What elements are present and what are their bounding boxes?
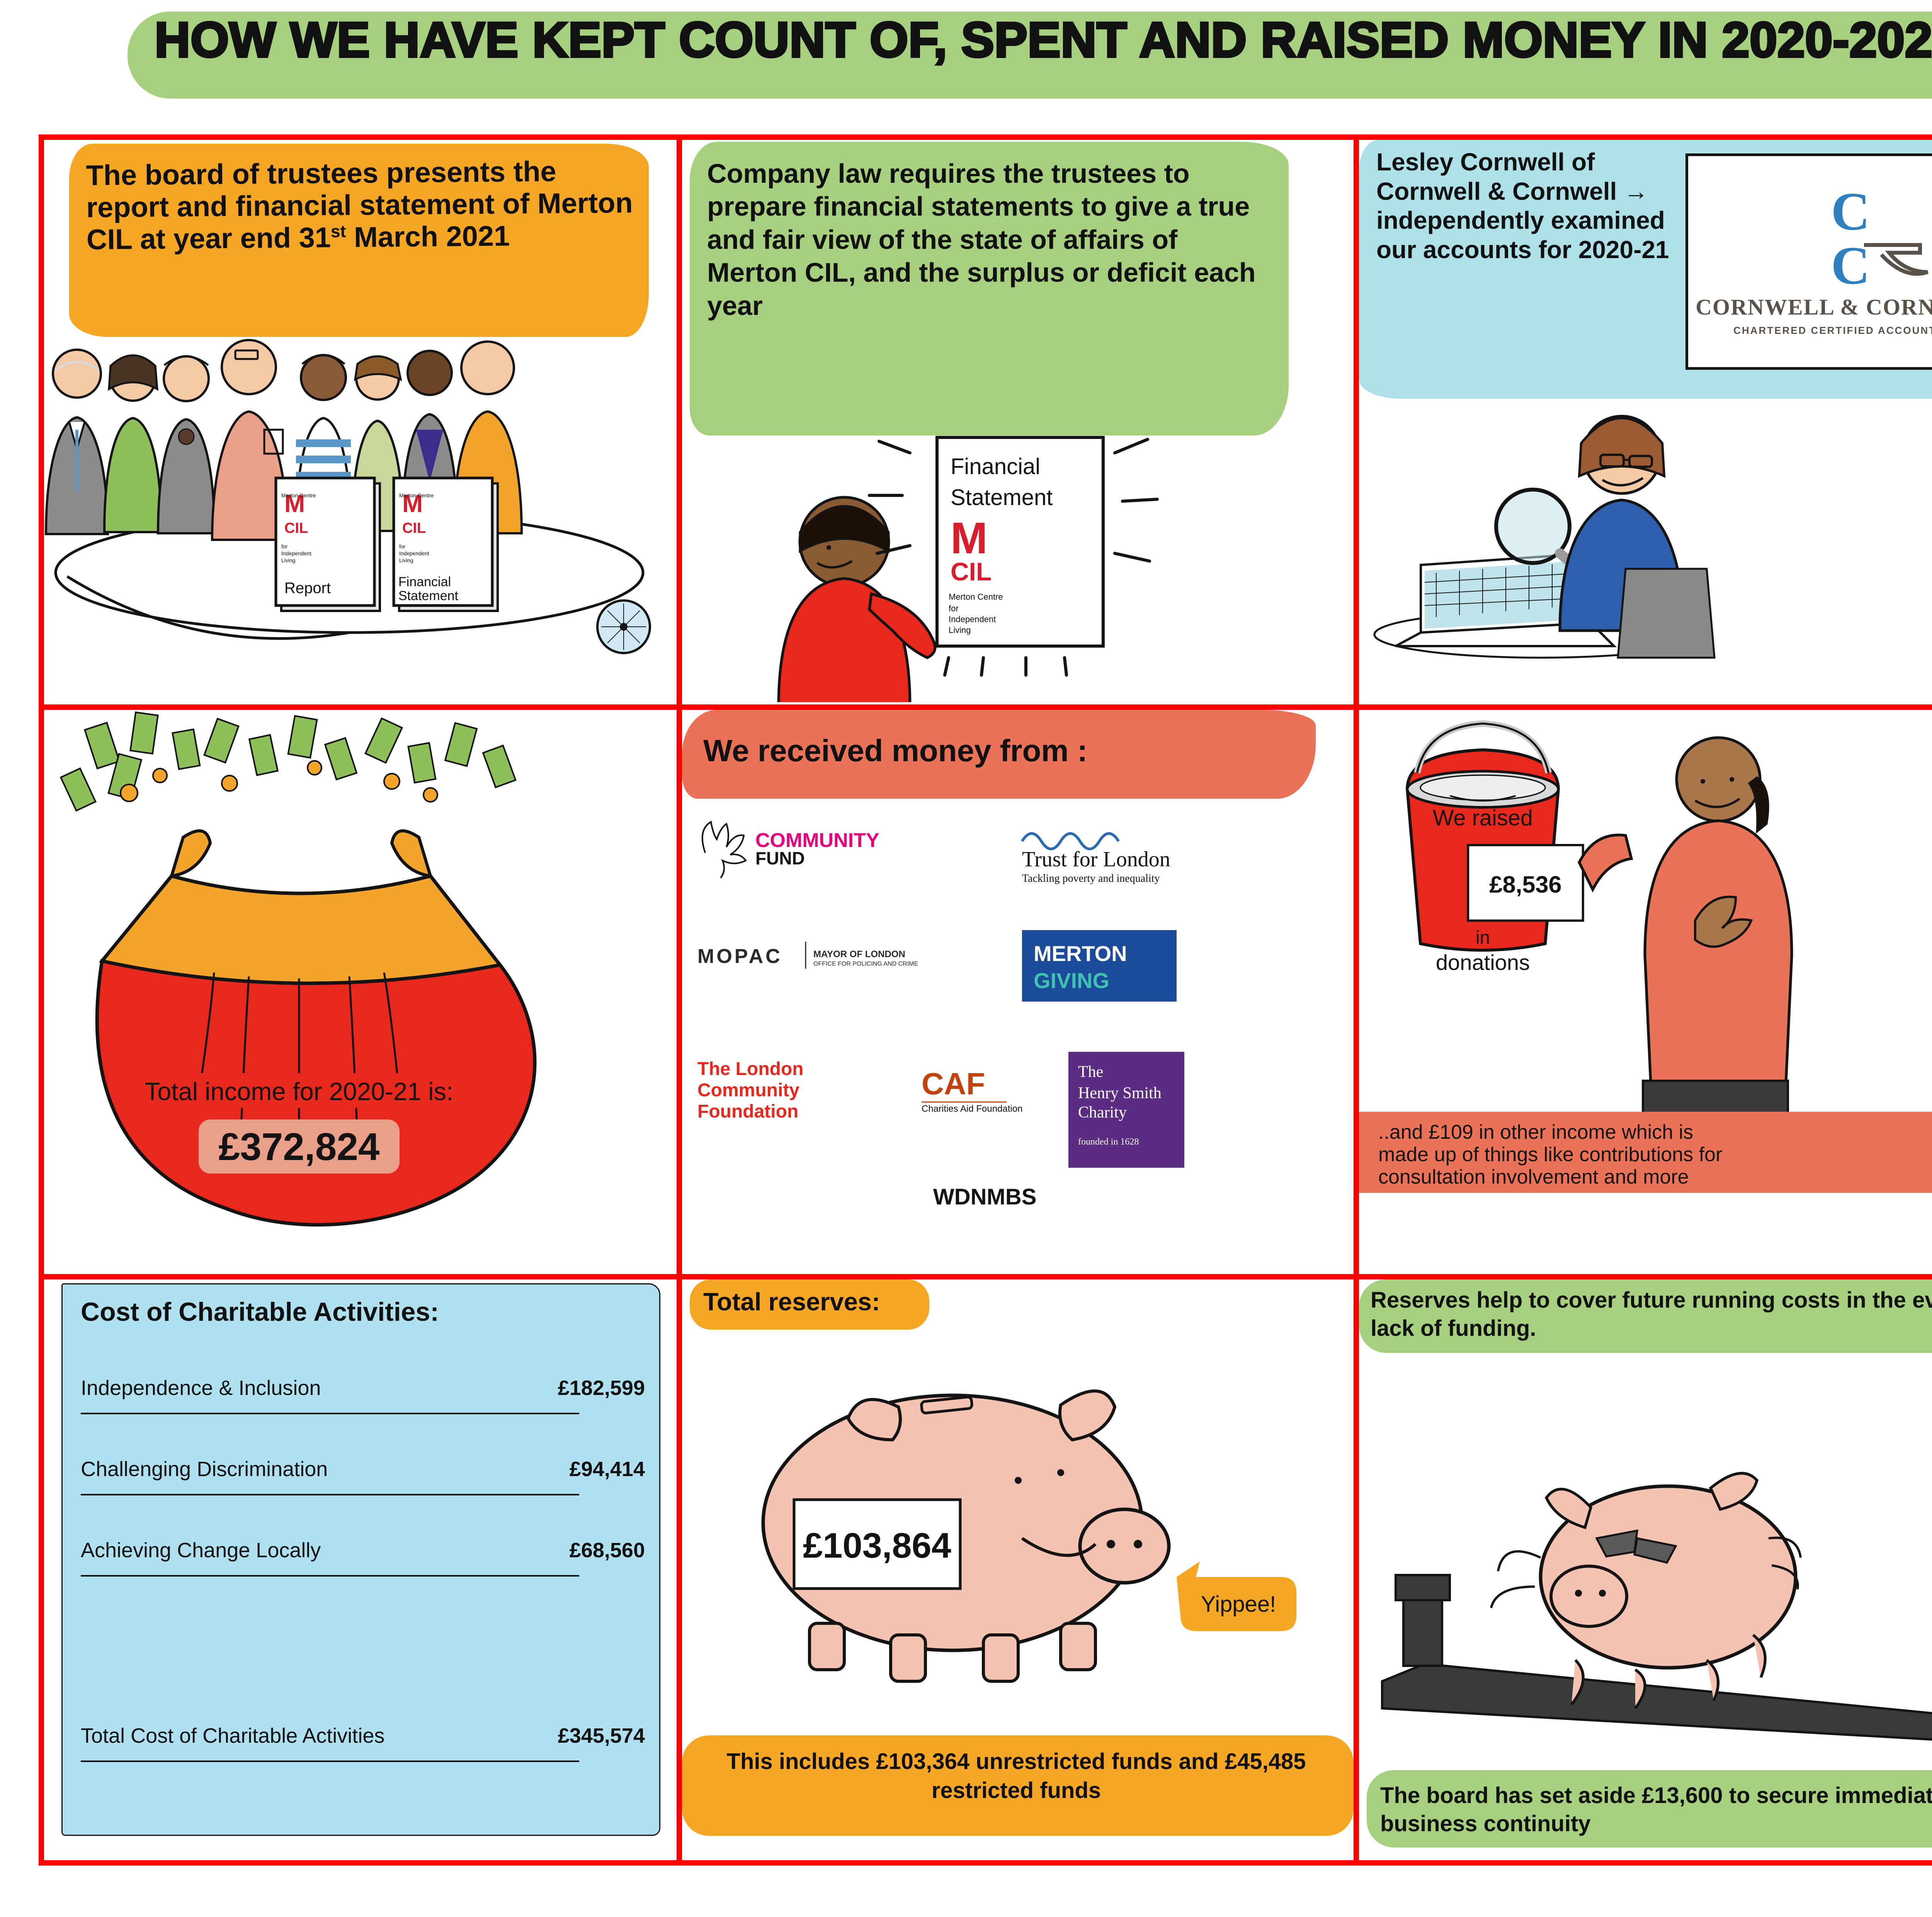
svg-text:Independent: Independent: [949, 614, 996, 624]
svg-text:for: for: [399, 543, 406, 549]
svg-text:The London: The London: [697, 1059, 804, 1079]
svg-text:We raised: We raised: [1433, 806, 1533, 830]
svg-text:CIL: CIL: [951, 557, 992, 586]
svg-text:Living: Living: [949, 625, 971, 635]
svg-text:donations: donations: [1436, 950, 1530, 975]
svg-text:Statement: Statement: [398, 589, 459, 603]
svg-text:Merton Centre: Merton Centre: [281, 492, 316, 498]
svg-text:Yippee!: Yippee!: [1201, 1592, 1276, 1617]
svg-text:Independent: Independent: [281, 550, 311, 556]
svg-text:Living: Living: [281, 557, 296, 563]
svg-text:Merton Centre: Merton Centre: [949, 592, 1003, 602]
svg-text:The: The: [1078, 1063, 1103, 1081]
svg-text:FUND: FUND: [755, 848, 805, 868]
svg-text:£372,824: £372,824: [218, 1125, 379, 1169]
svg-text:Charities Aid Foundation: Charities Aid Foundation: [922, 1104, 1023, 1114]
svg-text:consultation involvement and m: consultation involvement and more: [1378, 1166, 1689, 1188]
svg-text:..and £109 in other income wh: ..and £109 in other income which is: [1378, 1121, 1693, 1143]
svg-text:CORNWELL & CORNWELL: CORNWELL & CORNWELL: [1696, 294, 1932, 320]
svg-text:founded in 1628: founded in 1628: [1078, 1137, 1139, 1147]
svg-text:in: in: [1476, 927, 1490, 948]
svg-text:Trust for London: Trust for London: [1022, 847, 1170, 871]
svg-text:Foundation: Foundation: [697, 1101, 798, 1122]
svg-text:M: M: [951, 514, 988, 563]
svg-text:Independent: Independent: [399, 550, 429, 556]
svg-text:CHARTERED CERTIFIED ACCOUNTANT: CHARTERED CERTIFIED ACCOUNTANTS: [1733, 325, 1932, 336]
svg-text:CIL: CIL: [284, 520, 308, 536]
svg-text:£103,864: £103,864: [803, 1526, 951, 1565]
svg-text:Tackling poverty and inequalit: Tackling poverty and inequality: [1022, 873, 1160, 885]
svg-text:made up of things like contrib: made up of things like contributions for: [1378, 1143, 1722, 1166]
svg-text:Merton Centre: Merton Centre: [399, 492, 434, 498]
svg-text:for: for: [949, 604, 959, 613]
svg-text:CAF: CAF: [922, 1067, 985, 1101]
svg-text:Total income for 2020-21 is:: Total income for 2020-21 is:: [145, 1077, 453, 1106]
svg-text:Financial: Financial: [398, 575, 451, 589]
svg-text:Charity: Charity: [1078, 1104, 1127, 1121]
svg-text:WDNMBS: WDNMBS: [933, 1184, 1036, 1209]
svg-text:MOPAC: MOPAC: [697, 945, 782, 968]
svg-text:CIL: CIL: [402, 520, 426, 536]
svg-text:Henry Smith: Henry Smith: [1078, 1084, 1162, 1102]
svg-text:GIVING: GIVING: [1034, 968, 1109, 993]
svg-text:for: for: [281, 543, 288, 549]
svg-text:C: C: [1831, 182, 1870, 242]
svg-text:Living: Living: [399, 557, 413, 563]
svg-text:Report: Report: [284, 580, 331, 597]
svg-text:OFFICE FOR POLICING AND CRIME: OFFICE FOR POLICING AND CRIME: [813, 961, 918, 967]
svg-text:Community: Community: [697, 1080, 799, 1101]
svg-text:£8,536: £8,536: [1489, 871, 1561, 898]
svg-text:Financial: Financial: [951, 454, 1040, 479]
svg-text:MAYOR OF LONDON: MAYOR OF LONDON: [813, 949, 905, 959]
svg-text:MERTON: MERTON: [1034, 941, 1127, 966]
svg-text:Statement: Statement: [951, 485, 1053, 510]
